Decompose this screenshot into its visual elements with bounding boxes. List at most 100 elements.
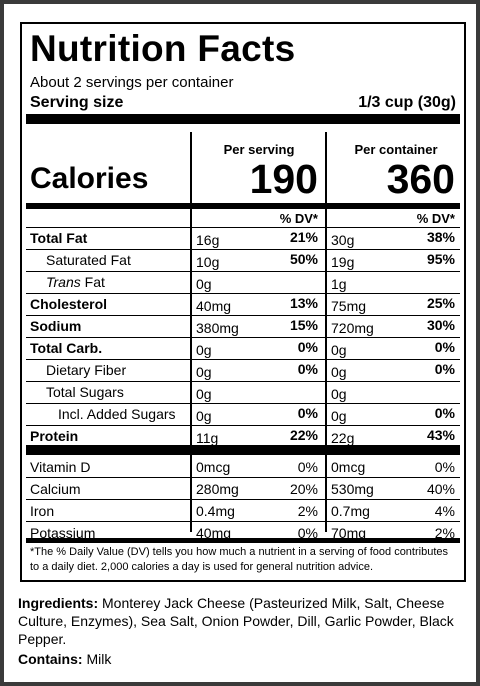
container-dv: 0% bbox=[434, 361, 455, 377]
nutrient-name: Incl. Added Sugars bbox=[58, 406, 176, 422]
row-divider bbox=[26, 315, 460, 316]
dv-header-container: % DV* bbox=[416, 211, 455, 226]
container-dv: 0% bbox=[434, 405, 455, 421]
container-amount: 75mg bbox=[331, 298, 367, 314]
nutrient-name-text: Protein bbox=[30, 428, 79, 444]
ingredients-text: Monterey Jack Cheese (Pasteurized Milk, … bbox=[18, 595, 454, 647]
serving-amount: 280mg bbox=[196, 481, 239, 497]
vitamin-name: Vitamin D bbox=[30, 459, 91, 475]
serving-amount: 0mcg bbox=[196, 459, 231, 475]
calories-per-serving: 190 bbox=[249, 156, 318, 202]
nutrient-name: Protein bbox=[30, 428, 78, 444]
container-dv: 25% bbox=[426, 295, 455, 311]
serving-dv: 0% bbox=[297, 405, 318, 421]
container-amount: 30g bbox=[331, 232, 355, 248]
container-dv: 0% bbox=[434, 339, 455, 355]
thick-divider bbox=[26, 114, 460, 124]
serving-amount: 16g bbox=[196, 232, 220, 248]
thick-divider bbox=[26, 445, 460, 455]
serving-amount: 11g bbox=[196, 430, 219, 446]
container-amount: 0g bbox=[331, 408, 347, 424]
nutrient-name-text: Total Carb. bbox=[30, 340, 103, 356]
row-divider bbox=[26, 381, 460, 382]
vitamin-name: Potassium bbox=[30, 525, 96, 541]
nutrient-name-text: Total Fat bbox=[30, 230, 88, 246]
serving-dv: 2% bbox=[297, 503, 318, 519]
calories-per-container: 360 bbox=[386, 156, 455, 202]
vitamin-name: Iron bbox=[30, 503, 55, 519]
serving-size-label: Serving size bbox=[30, 94, 124, 111]
container-amount: 1g bbox=[331, 276, 347, 292]
serving-amount: 10g bbox=[196, 254, 220, 270]
row-divider bbox=[26, 227, 460, 228]
vitamin-name: Calcium bbox=[30, 481, 81, 497]
serving-amount: 380mg bbox=[196, 320, 239, 336]
serving-dv: 50% bbox=[289, 251, 318, 267]
serving-amount: 0g bbox=[196, 276, 212, 292]
contains-text: Milk bbox=[82, 651, 112, 667]
allergens: Contains: Milk bbox=[18, 651, 111, 667]
nutrient-name: Cholesterol bbox=[30, 296, 107, 312]
nutrient-name-text: Sodium bbox=[30, 318, 82, 334]
nutrient-name: Total Sugars bbox=[46, 384, 124, 400]
row-divider bbox=[26, 477, 460, 478]
nutrient-name-text: Total Sugars bbox=[46, 384, 124, 400]
serving-amount: 0g bbox=[196, 342, 212, 358]
nutrient-name-text: Fat bbox=[80, 274, 105, 290]
nutrient-name: Dietary Fiber bbox=[46, 362, 126, 378]
medium-divider bbox=[26, 538, 460, 543]
serving-dv: 0% bbox=[297, 339, 318, 355]
row-divider bbox=[26, 293, 460, 294]
container-amount: 0mcg bbox=[331, 459, 366, 475]
nutrient-name: Saturated Fat bbox=[46, 252, 131, 268]
container-dv: 38% bbox=[426, 229, 455, 245]
serving-dv: 0% bbox=[297, 525, 318, 541]
medium-divider bbox=[26, 203, 460, 209]
serving-dv: 0% bbox=[297, 459, 318, 475]
serving-dv: 20% bbox=[289, 481, 318, 497]
column-divider bbox=[190, 132, 192, 532]
container-dv: 95% bbox=[426, 251, 455, 267]
row-divider bbox=[26, 425, 460, 426]
calories-label: Calories bbox=[30, 162, 149, 195]
serving-dv: 22% bbox=[289, 427, 318, 443]
container-dv: 0% bbox=[434, 459, 455, 475]
row-divider bbox=[26, 521, 460, 522]
row-divider bbox=[26, 271, 460, 272]
container-amount: 70mg bbox=[331, 525, 367, 541]
per-serving-header: Per serving bbox=[223, 142, 295, 157]
row-divider bbox=[26, 499, 460, 500]
container-dv: 40% bbox=[426, 481, 455, 497]
container-dv: 4% bbox=[434, 503, 455, 519]
nutrient-name-text: Saturated Fat bbox=[46, 252, 131, 268]
container-amount: 530mg bbox=[331, 481, 374, 497]
nutrient-name-text: Incl. Added Sugars bbox=[58, 406, 176, 422]
dv-header-serving: % DV* bbox=[279, 211, 318, 226]
container-amount: 0.7mg bbox=[331, 503, 370, 519]
nutrient-name: Trans Fat bbox=[46, 274, 105, 290]
serving-amount: 0g bbox=[196, 386, 212, 402]
container-amount: 19g bbox=[331, 254, 355, 270]
container-amount: 22g bbox=[331, 430, 355, 446]
serving-amount: 0g bbox=[196, 408, 212, 424]
container-amount: 0g bbox=[331, 386, 347, 402]
container-dv: 43% bbox=[426, 427, 455, 443]
footnote: *The % Daily Value (DV) tells you how mu… bbox=[30, 546, 448, 573]
serving-amount: 40mg bbox=[196, 298, 232, 314]
column-divider bbox=[325, 132, 327, 532]
nutrient-name: Sodium bbox=[30, 318, 81, 334]
ingredients: Ingredients: Monterey Jack Cheese (Paste… bbox=[18, 594, 468, 648]
nutrient-name: Total Fat bbox=[30, 230, 87, 246]
container-dv: 30% bbox=[426, 317, 455, 333]
servings-per-container: About 2 servings per container bbox=[30, 74, 234, 91]
container-amount: 720mg bbox=[331, 320, 374, 336]
per-container-header: Per container bbox=[354, 142, 438, 157]
serving-dv: 0% bbox=[297, 361, 318, 377]
serving-dv: 15% bbox=[289, 317, 318, 333]
nutrient-name: Total Carb. bbox=[30, 340, 102, 356]
serving-dv: 21% bbox=[289, 229, 318, 245]
serving-dv: 13% bbox=[289, 295, 318, 311]
container-amount: 0g bbox=[331, 364, 347, 380]
row-divider bbox=[26, 359, 460, 360]
contains-label: Contains: bbox=[18, 651, 83, 667]
